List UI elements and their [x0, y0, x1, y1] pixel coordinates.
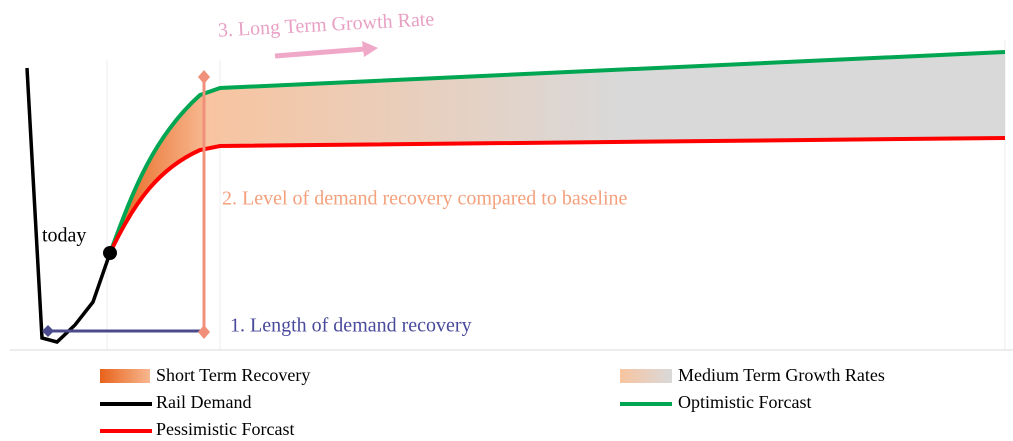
legend-swatch — [620, 369, 672, 383]
level-diamond — [198, 325, 210, 339]
pessimistic-line — [108, 136, 1006, 254]
today-label: today — [42, 225, 86, 247]
short-band — [110, 93, 205, 253]
today-dot — [103, 246, 117, 260]
legend-label: Short Term Recovery — [156, 365, 310, 385]
legend-swatch — [100, 369, 150, 383]
rail-demand-line — [25, 67, 112, 344]
optimistic-line — [108, 50, 1006, 254]
medium-band — [110, 52, 1005, 253]
growth-arrowhead — [362, 41, 378, 57]
legend-label: Rail Demand — [156, 392, 251, 412]
level-label: 2. Level of demand recovery compared to … — [222, 188, 628, 210]
legend-label: Optimistic Forcast — [678, 392, 812, 412]
growth-arrow — [274, 46, 366, 59]
legend: Short Term Recovery Medium Term Growth R… — [100, 365, 885, 439]
growth-label: 3. Long Term Growth Rate — [217, 8, 435, 41]
legend-label: Medium Term Growth Rates — [678, 365, 885, 385]
legend-label: Pessimistic Forcast — [156, 419, 295, 439]
length-diamond — [42, 325, 54, 337]
length-label: 1. Length of demand recovery — [230, 315, 472, 337]
level-diamond — [198, 70, 210, 84]
